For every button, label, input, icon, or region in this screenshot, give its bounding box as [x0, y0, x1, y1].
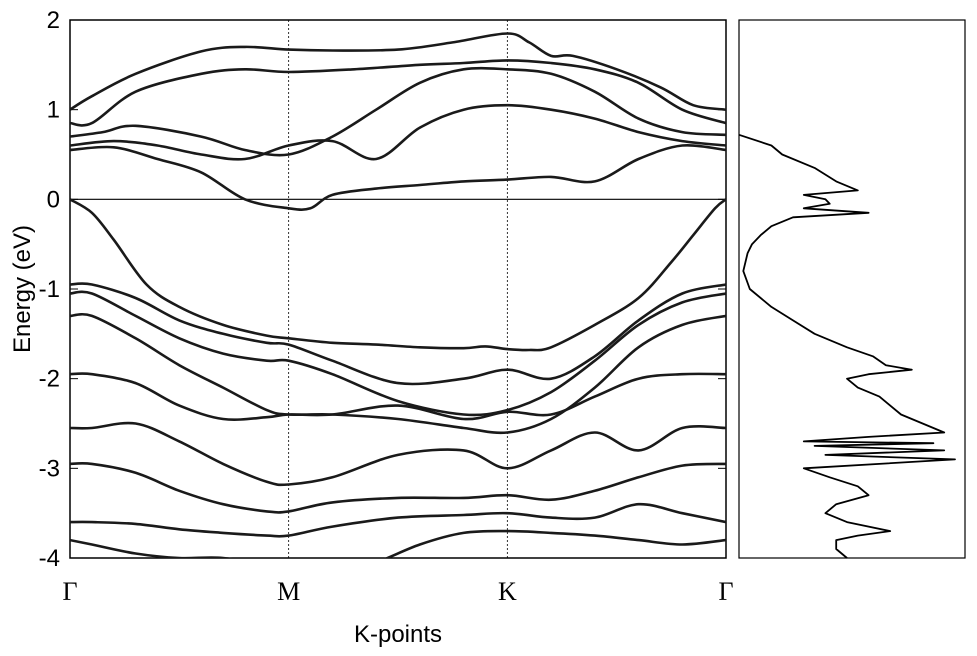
band-line	[70, 143, 726, 211]
kpoint-label: M	[277, 577, 300, 606]
dos-series-group	[738, 133, 956, 559]
y-tick-label: -2	[39, 366, 60, 393]
band-line	[70, 103, 726, 161]
band-line	[70, 32, 726, 111]
band-line	[70, 66, 726, 157]
kpoint-label: K	[498, 577, 517, 606]
band-line	[70, 461, 726, 514]
y-tick-label: -4	[39, 545, 60, 572]
band-line	[70, 502, 726, 538]
band-line	[70, 312, 726, 435]
band-series-group	[70, 32, 726, 558]
band-line	[70, 421, 726, 487]
y-tick-label: 0	[47, 186, 60, 213]
band-line	[70, 290, 726, 417]
y-tick-label: -1	[39, 276, 60, 303]
band-line	[70, 198, 726, 352]
y-tick-label: 2	[47, 7, 60, 34]
y-tick-label: -3	[39, 455, 60, 482]
band-line	[70, 529, 726, 558]
band-line	[70, 282, 726, 386]
kpoint-label: Γ	[718, 577, 733, 606]
band-line	[70, 59, 726, 127]
band-line	[70, 372, 726, 421]
band-plot-area	[69, 19, 727, 559]
y-axis-ticks: -4 -3 -2 -1 0 1 2	[39, 7, 726, 572]
dos-line	[738, 133, 956, 559]
dos-plot-area	[738, 19, 966, 559]
band-structure-panel: -4 -3 -2 -1 0 1 2 Γ M K Γ Energy (eV) K-points	[9, 7, 734, 648]
x-axis-label: K-points	[354, 621, 442, 648]
y-axis-label: Energy (eV)	[9, 225, 36, 353]
dos-panel	[738, 19, 966, 559]
kpoint-label: Γ	[62, 577, 77, 606]
y-tick-label: 1	[47, 97, 60, 124]
